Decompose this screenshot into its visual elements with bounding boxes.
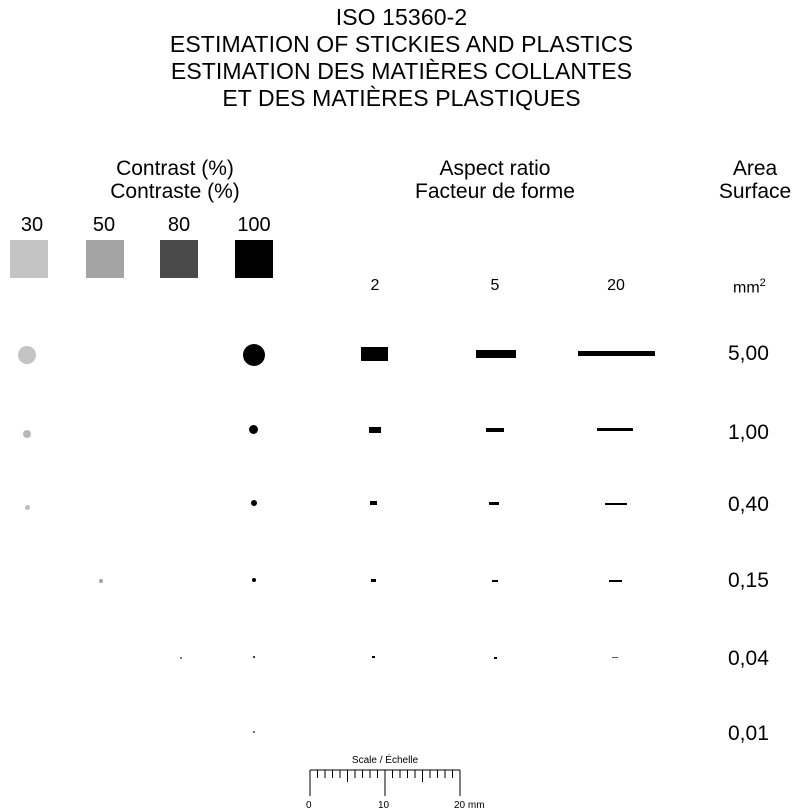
scale-label: Scale / Échelle — [351, 755, 419, 766]
bar-ratio-2-0-04 — [372, 656, 375, 658]
title-line-3: ESTIMATION DES MATIÈRES COLLANTES — [170, 58, 633, 84]
bar-ratio-20-0-04 — [612, 657, 618, 658]
spot-100-5-00 — [243, 344, 265, 366]
bar-ratio-2-0-40 — [370, 501, 377, 505]
bar-ratio-20-5-00 — [578, 351, 655, 356]
area-value-0-01: 0,01 — [728, 722, 769, 745]
contrast-swatch-80 — [160, 240, 198, 278]
spot-30-0-40 — [25, 505, 30, 510]
contrast-swatch-50 — [86, 240, 124, 278]
scale-tick-10: 10 — [378, 800, 390, 811]
aspect-label-20: 20 — [607, 277, 625, 294]
aspect-header-fr: Facteur de forme — [415, 180, 575, 203]
bar-ratio-5-0-15 — [492, 580, 498, 582]
bar-ratio-5-5-00 — [476, 350, 516, 358]
contrast-swatch-30 — [10, 240, 48, 278]
contrast-label-50: 50 — [92, 214, 116, 236]
spot-100-1-00 — [249, 425, 258, 434]
contrast-header-fr: Contraste (%) — [110, 180, 240, 203]
bar-ratio-2-1-00 — [369, 427, 381, 433]
bar-ratio-20-0-40 — [605, 503, 627, 505]
bar-ratio-2-0-15 — [371, 579, 376, 582]
area-header-fr: Surface — [718, 180, 792, 203]
bar-ratio-5-1-00 — [486, 428, 504, 432]
contrast-header: Contrast (%) Contraste (%) — [60, 157, 290, 203]
contrast-label-100: 100 — [237, 214, 271, 236]
spot-100-0-04 — [253, 656, 255, 658]
area-value-5-00: 5,00 — [728, 342, 769, 365]
bar-ratio-2-5-00 — [361, 347, 388, 361]
aspect-header-en: Aspect ratio — [439, 157, 551, 180]
title-line-4: ET DES MATIÈRES PLASTIQUES — [222, 85, 581, 111]
area-header-en: Area — [732, 157, 778, 180]
spot-100-0-01 — [253, 731, 255, 733]
area-value-1-00: 1,00 — [728, 421, 769, 444]
area-header: Area Surface — [700, 157, 803, 203]
aspect-label-5: 5 — [490, 277, 500, 294]
contrast-swatch-100 — [235, 240, 273, 278]
title-line-1: ISO 15360-2 — [335, 4, 468, 30]
spot-100-0-40 — [251, 500, 257, 506]
area-unit-exponent: 2 — [759, 277, 766, 289]
aspect-header: Aspect ratio Facteur de forme — [370, 157, 620, 203]
contrast-label-30: 30 — [20, 214, 44, 236]
area-value-0-04: 0,04 — [728, 647, 769, 670]
scale-ruler — [309, 769, 461, 796]
bar-ratio-20-1-00 — [597, 428, 633, 431]
area-value-0-40: 0,40 — [728, 493, 769, 516]
area-unit-text: mm — [733, 279, 760, 297]
spot-50-0-15 — [99, 579, 103, 583]
area-value-0-15: 0,15 — [728, 569, 769, 592]
contrast-label-80: 80 — [167, 214, 191, 236]
area-unit: mm2 — [733, 277, 766, 297]
scale-tick-0: 0 — [306, 800, 312, 811]
chart-title: ISO 15360-2 ESTIMATION OF STICKIES AND P… — [0, 4, 803, 112]
scale-bar — [309, 769, 461, 796]
bar-ratio-5-0-04 — [494, 657, 497, 659]
spot-30-1-00 — [23, 430, 31, 438]
scale-tick-20: 20 mm — [454, 800, 485, 811]
spot-30-5-00 — [18, 346, 36, 364]
spot-100-0-15 — [252, 578, 256, 582]
contrast-header-en: Contrast (%) — [116, 157, 234, 180]
bar-ratio-20-0-15 — [609, 580, 622, 582]
bar-ratio-5-0-40 — [489, 502, 499, 505]
aspect-label-2: 2 — [370, 277, 380, 294]
spot-80-0-04 — [180, 657, 182, 659]
title-line-2: ESTIMATION OF STICKIES AND PLASTICS — [169, 31, 634, 57]
